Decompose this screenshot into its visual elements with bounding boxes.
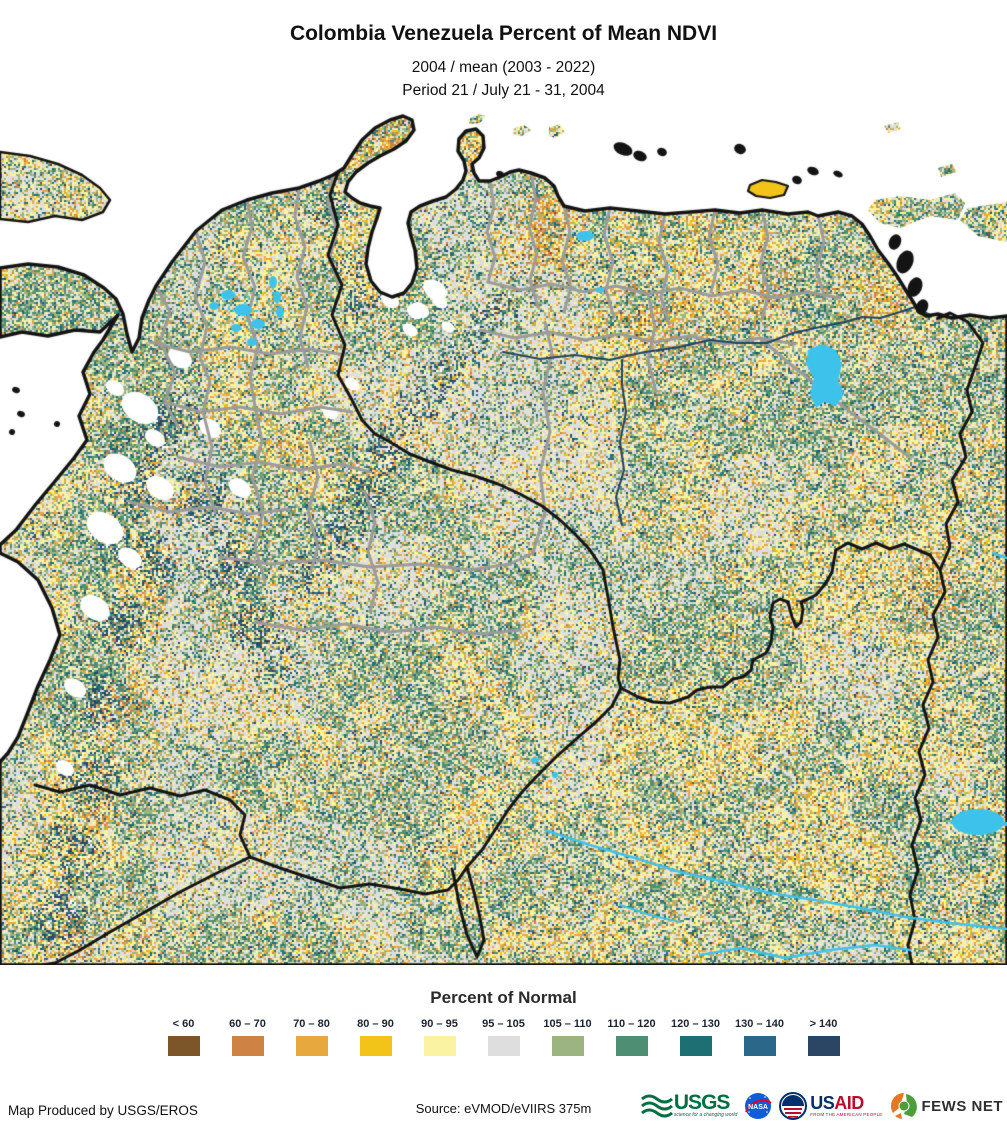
nasa-logo: NASA bbox=[744, 1092, 772, 1120]
logo-strip: USGS science for a changing world NASA bbox=[640, 1091, 1003, 1121]
legend-item: > 140 bbox=[792, 1018, 856, 1056]
legend-item: 70 – 80 bbox=[280, 1018, 344, 1056]
legend-item: 90 – 95 bbox=[408, 1018, 472, 1056]
usgs-wave-icon bbox=[640, 1094, 673, 1118]
legend-color-swatch bbox=[167, 1036, 200, 1056]
legend-color-swatch bbox=[487, 1036, 520, 1056]
legend-class-label: 90 – 95 bbox=[421, 1018, 458, 1030]
legend-item: 95 – 105 bbox=[472, 1018, 536, 1056]
legend-item: 105 – 110 bbox=[536, 1018, 600, 1056]
header: Colombia Venezuela Percent of Mean NDVI … bbox=[0, 0, 1007, 103]
legend-item: 110 – 120 bbox=[600, 1018, 664, 1056]
produced-by: Map Produced by USGS/EROS bbox=[8, 1103, 198, 1118]
fews-net-globe-icon bbox=[890, 1092, 917, 1119]
footer: Map Produced by USGS/EROS Source: eVMOD/… bbox=[0, 1085, 1007, 1128]
usaid-emblem-icon bbox=[779, 1092, 808, 1120]
legend-color-swatch bbox=[359, 1036, 392, 1056]
usaid-logo: USAID FROM THE AMERICAN PEOPLE bbox=[779, 1092, 882, 1120]
legend-item: 60 – 70 bbox=[216, 1018, 280, 1056]
legend-item: 80 – 90 bbox=[344, 1018, 408, 1056]
legend-item: 130 – 140 bbox=[728, 1018, 792, 1056]
legend-class-label: 70 – 80 bbox=[293, 1018, 330, 1030]
legend-class-label: 80 – 90 bbox=[357, 1018, 394, 1030]
usaid-wordmark: USAID bbox=[810, 1093, 864, 1114]
ndvi-raster-canvas bbox=[0, 112, 1007, 965]
legend-color-swatch bbox=[679, 1036, 712, 1056]
svg-text:NASA: NASA bbox=[748, 1104, 768, 1111]
legend-class-label: 130 – 140 bbox=[735, 1018, 784, 1030]
legend-row: < 60 60 – 70 70 – 80 80 – 90 90 – 95 95 – 105… bbox=[0, 1018, 1007, 1056]
legend: Percent of Normal < 60 60 – 70 70 – 80 80 –… bbox=[0, 988, 1007, 1056]
usgs-tagline: science for a changing world bbox=[673, 1112, 738, 1119]
legend-class-label: 95 – 105 bbox=[482, 1018, 525, 1030]
ndvi-map bbox=[0, 112, 1007, 965]
source-note: Source: eVMOD/eVIIRS 375m bbox=[415, 1101, 592, 1116]
usgs-wordmark: USGS bbox=[673, 1090, 731, 1114]
usaid-tagline: FROM THE AMERICAN PEOPLE bbox=[810, 1111, 883, 1117]
legend-title: Percent of Normal bbox=[430, 988, 577, 1007]
legend-color-swatch bbox=[615, 1036, 648, 1056]
legend-item: 120 – 130 bbox=[664, 1018, 728, 1056]
legend-class-label: > 140 bbox=[809, 1018, 838, 1030]
fews-net-logo: FEWS NET bbox=[890, 1092, 1004, 1120]
subtitle: 2004 / mean (2003 - 2022) Period 21 / Ju… bbox=[0, 56, 1007, 103]
legend-color-swatch bbox=[807, 1036, 840, 1056]
legend-color-swatch bbox=[551, 1036, 584, 1056]
legend-class-label: 105 – 110 bbox=[543, 1018, 592, 1030]
legend-color-swatch bbox=[423, 1036, 456, 1056]
legend-class-label: 110 – 120 bbox=[607, 1018, 656, 1030]
legend-class-label: < 60 bbox=[172, 1018, 195, 1030]
legend-color-swatch bbox=[295, 1036, 328, 1056]
legend-color-swatch bbox=[231, 1036, 264, 1056]
subtitle-line2: Period 21 / July 21 - 31, 2004 bbox=[402, 82, 605, 100]
page-title: Colombia Venezuela Percent of Mean NDVI bbox=[289, 22, 718, 45]
fews-net-wordmark: FEWS NET bbox=[921, 1097, 1003, 1115]
legend-class-label: 120 – 130 bbox=[671, 1018, 720, 1030]
subtitle-line1: 2004 / mean (2003 - 2022) bbox=[411, 59, 596, 76]
nasa-meatball-icon: NASA bbox=[745, 1093, 772, 1119]
usgs-logo: USGS science for a changing world bbox=[640, 1091, 737, 1121]
legend-item: < 60 bbox=[152, 1018, 216, 1056]
legend-color-swatch bbox=[743, 1036, 776, 1056]
legend-class-label: 60 – 70 bbox=[229, 1018, 266, 1030]
